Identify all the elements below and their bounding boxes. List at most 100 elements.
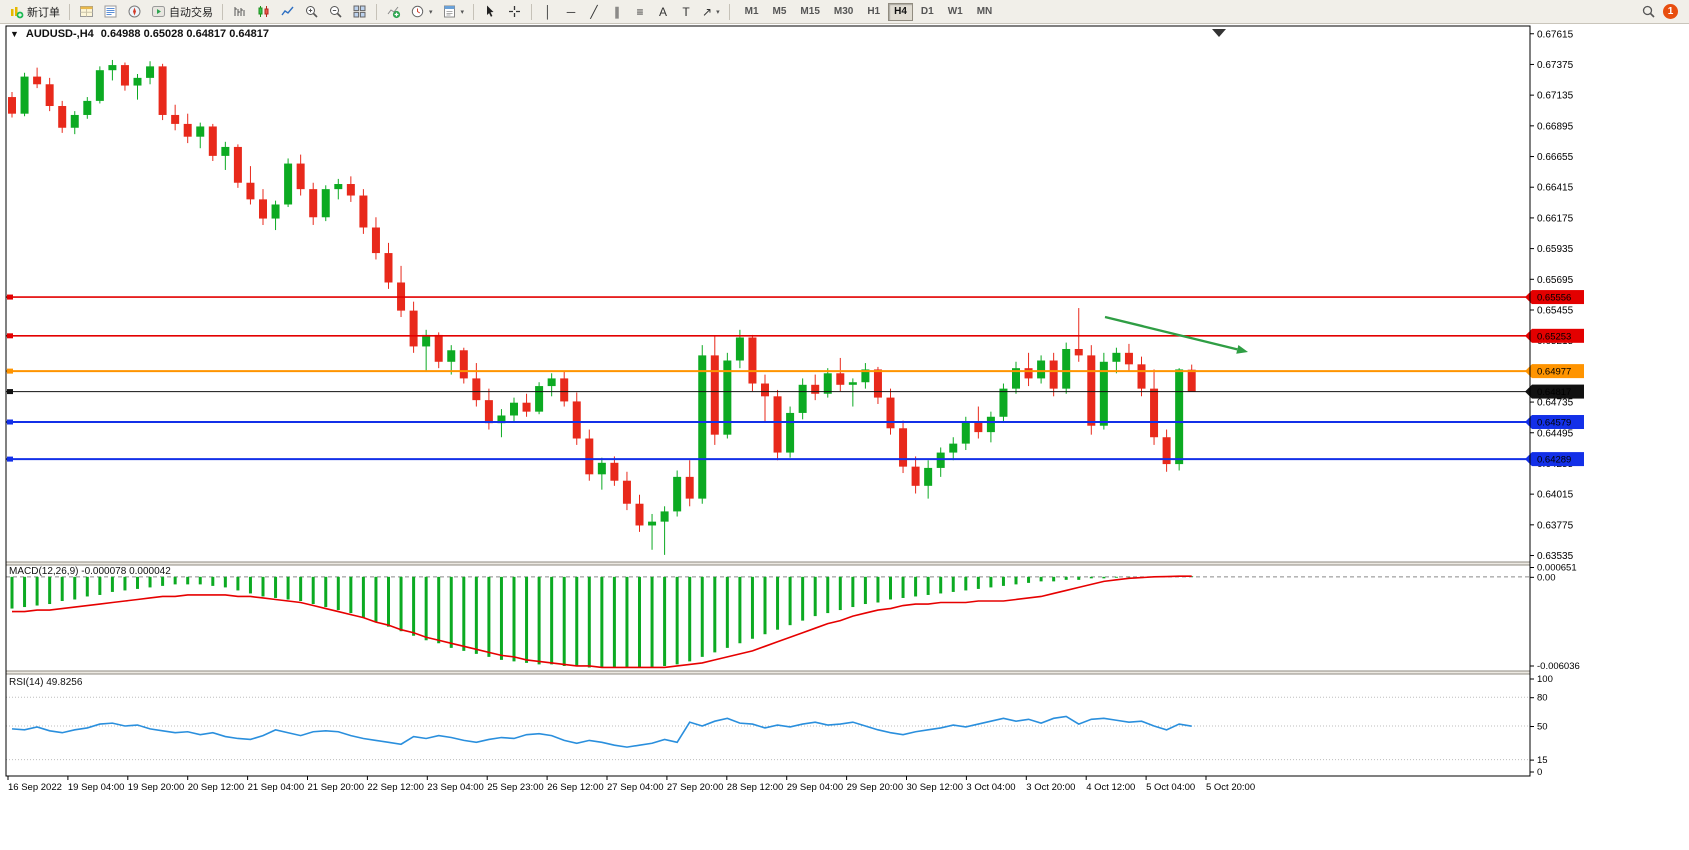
svg-text:0.66175: 0.66175 bbox=[1537, 213, 1574, 224]
autotrading-button[interactable]: 自动交易 bbox=[147, 2, 217, 22]
tile-windows-icon bbox=[353, 5, 366, 18]
svg-text:0.64977: 0.64977 bbox=[1537, 367, 1571, 378]
svg-text:0.66895: 0.66895 bbox=[1537, 121, 1574, 132]
timeframe-button-mn[interactable]: MN bbox=[971, 3, 999, 21]
arrows-button[interactable]: ↗ ▾ bbox=[698, 2, 724, 22]
svg-text:0.64289: 0.64289 bbox=[1537, 455, 1571, 466]
trendline-button[interactable]: ╱ bbox=[583, 2, 605, 22]
svg-text:15: 15 bbox=[1537, 755, 1548, 766]
horizontal-line-object[interactable]: 0.64579 bbox=[6, 415, 1584, 430]
horizontal-line-object[interactable]: 0.64817 bbox=[6, 384, 1584, 399]
rsi-axis: 100 80 50 150 bbox=[1530, 674, 1553, 778]
autotrading-label: 自动交易 bbox=[169, 6, 213, 19]
svg-text:0.66655: 0.66655 bbox=[1537, 152, 1574, 163]
market-watch-button[interactable] bbox=[75, 2, 98, 22]
svg-text:25 Sep 23:00: 25 Sep 23:00 bbox=[487, 782, 544, 793]
main-toolbar: 新订单 自动交易 ▾ ▾ │ ─ ╱ ∥ ≡ A T ↗ ▾ M1 M5 M15 M30… bbox=[0, 0, 1689, 24]
svg-text:30 Sep 12:00: 30 Sep 12:00 bbox=[907, 782, 964, 793]
bar-chart-button[interactable] bbox=[228, 2, 251, 22]
timeframe-button-h1[interactable]: H1 bbox=[861, 3, 886, 21]
price-level-badge: 0.64289 bbox=[1525, 452, 1584, 467]
crosshair-button[interactable] bbox=[503, 2, 526, 22]
navigator-button[interactable] bbox=[123, 2, 146, 22]
periods-button[interactable]: ▾ bbox=[406, 2, 437, 22]
timeframe-group: M1 M5 M15 M30 H1 H4 D1 W1 MN bbox=[739, 2, 999, 21]
notification-badge[interactable]: 1 bbox=[1663, 4, 1678, 19]
timeframe-button-m15[interactable]: M15 bbox=[794, 3, 825, 21]
chart-canvas[interactable]: 0.67615 0.67375 0.67135 0.66895 0.66655 0.664… bbox=[0, 24, 1689, 850]
svg-text:5 Oct 20:00: 5 Oct 20:00 bbox=[1206, 782, 1255, 793]
timeframe-button-m30[interactable]: M30 bbox=[828, 3, 859, 21]
line-chart-button[interactable] bbox=[276, 2, 299, 22]
timeframe-button-m1[interactable]: M1 bbox=[739, 3, 765, 21]
zoom-in-icon bbox=[306, 6, 318, 18]
svg-text:19 Sep 04:00: 19 Sep 04:00 bbox=[68, 782, 125, 793]
candlestick-chart-button[interactable] bbox=[252, 2, 275, 22]
svg-text:0.63775: 0.63775 bbox=[1537, 520, 1574, 531]
toolbar-divider bbox=[728, 3, 730, 20]
trend-arrow-object[interactable] bbox=[1104, 315, 1248, 354]
zoom-out-button[interactable] bbox=[324, 2, 347, 22]
svg-text:28 Sep 12:00: 28 Sep 12:00 bbox=[727, 782, 784, 793]
svg-text:0.66415: 0.66415 bbox=[1537, 183, 1574, 194]
svg-text:0.65935: 0.65935 bbox=[1537, 244, 1574, 255]
svg-text:29 Sep 20:00: 29 Sep 20:00 bbox=[847, 782, 904, 793]
svg-text:0.67615: 0.67615 bbox=[1537, 29, 1574, 40]
timeframe-button-w1[interactable]: W1 bbox=[942, 3, 969, 21]
zoom-out-icon bbox=[330, 6, 342, 18]
price-level-badge: 0.65253 bbox=[1525, 328, 1584, 343]
svg-text:27 Sep 20:00: 27 Sep 20:00 bbox=[667, 782, 724, 793]
svg-text:0.65455: 0.65455 bbox=[1537, 305, 1574, 316]
zoom-in-button[interactable] bbox=[300, 2, 323, 22]
data-window-button[interactable] bbox=[99, 2, 122, 22]
toolbar-divider bbox=[69, 3, 70, 20]
price-level-badge: 0.64977 bbox=[1525, 364, 1584, 379]
templates-button[interactable]: ▾ bbox=[438, 2, 469, 22]
svg-text:100: 100 bbox=[1537, 674, 1553, 685]
vertical-line-button[interactable]: │ bbox=[537, 2, 559, 22]
text-button[interactable]: A bbox=[652, 2, 674, 22]
cursor-button[interactable] bbox=[479, 2, 502, 22]
horizontal-line-button[interactable]: ─ bbox=[560, 2, 582, 22]
svg-text:0.63535: 0.63535 bbox=[1537, 551, 1574, 562]
svg-text:16 Sep 2022: 16 Sep 2022 bbox=[8, 782, 62, 793]
timeframe-button-m5[interactable]: M5 bbox=[767, 3, 793, 21]
svg-text:0.65695: 0.65695 bbox=[1537, 275, 1574, 286]
new-order-label: 新订单 bbox=[27, 6, 60, 19]
time-axis: 16 Sep 2022 19 Sep 04:00 19 Sep 20:00 20 Se… bbox=[7, 776, 1255, 793]
search-button[interactable] bbox=[1637, 2, 1660, 22]
timeframe-button-h4[interactable]: H4 bbox=[888, 2, 913, 21]
indicators-button[interactable] bbox=[382, 2, 405, 22]
price-level-badge: 0.65556 bbox=[1525, 290, 1584, 305]
chart-border bbox=[5, 25, 1531, 777]
search-icon bbox=[1642, 5, 1655, 18]
svg-text:0.65556: 0.65556 bbox=[1537, 293, 1571, 304]
channel-button[interactable]: ∥ bbox=[606, 2, 628, 22]
autotrading-icon bbox=[152, 6, 165, 17]
tile-windows-button[interactable] bbox=[348, 2, 371, 22]
chart-window: 0.67615 0.67375 0.67135 0.66895 0.66655 0.664… bbox=[0, 24, 1689, 850]
price-level-badge: 0.64817 bbox=[1525, 384, 1584, 399]
fibonacci-button[interactable]: ≡ bbox=[629, 2, 651, 22]
svg-text:-0.006036: -0.006036 bbox=[1537, 661, 1580, 672]
bar-chart-icon bbox=[234, 7, 245, 16]
svg-text:23 Sep 04:00: 23 Sep 04:00 bbox=[427, 782, 484, 793]
text-icon: A bbox=[659, 4, 668, 19]
panel-splitter[interactable] bbox=[5, 670, 1531, 675]
chevron-down-icon: ▾ bbox=[716, 8, 720, 16]
timeframe-button-d1[interactable]: D1 bbox=[915, 3, 940, 21]
chart-shift-marker[interactable] bbox=[1212, 29, 1226, 37]
new-order-icon bbox=[11, 7, 24, 19]
svg-text:26 Sep 12:00: 26 Sep 12:00 bbox=[547, 782, 604, 793]
new-order-button[interactable]: 新订单 bbox=[5, 2, 64, 22]
svg-text:21 Sep 04:00: 21 Sep 04:00 bbox=[248, 782, 305, 793]
text-label-button[interactable]: T bbox=[675, 2, 697, 22]
market-watch-icon bbox=[80, 6, 93, 17]
svg-text:80: 80 bbox=[1537, 693, 1548, 704]
channel-icon: ∥ bbox=[614, 4, 621, 19]
price-level-badge: 0.64579 bbox=[1525, 415, 1584, 430]
svg-text:0.00: 0.00 bbox=[1537, 572, 1556, 583]
panel-splitter[interactable] bbox=[5, 561, 1531, 566]
toolbar-divider bbox=[376, 3, 377, 20]
candlestick-chart-icon bbox=[258, 6, 269, 17]
